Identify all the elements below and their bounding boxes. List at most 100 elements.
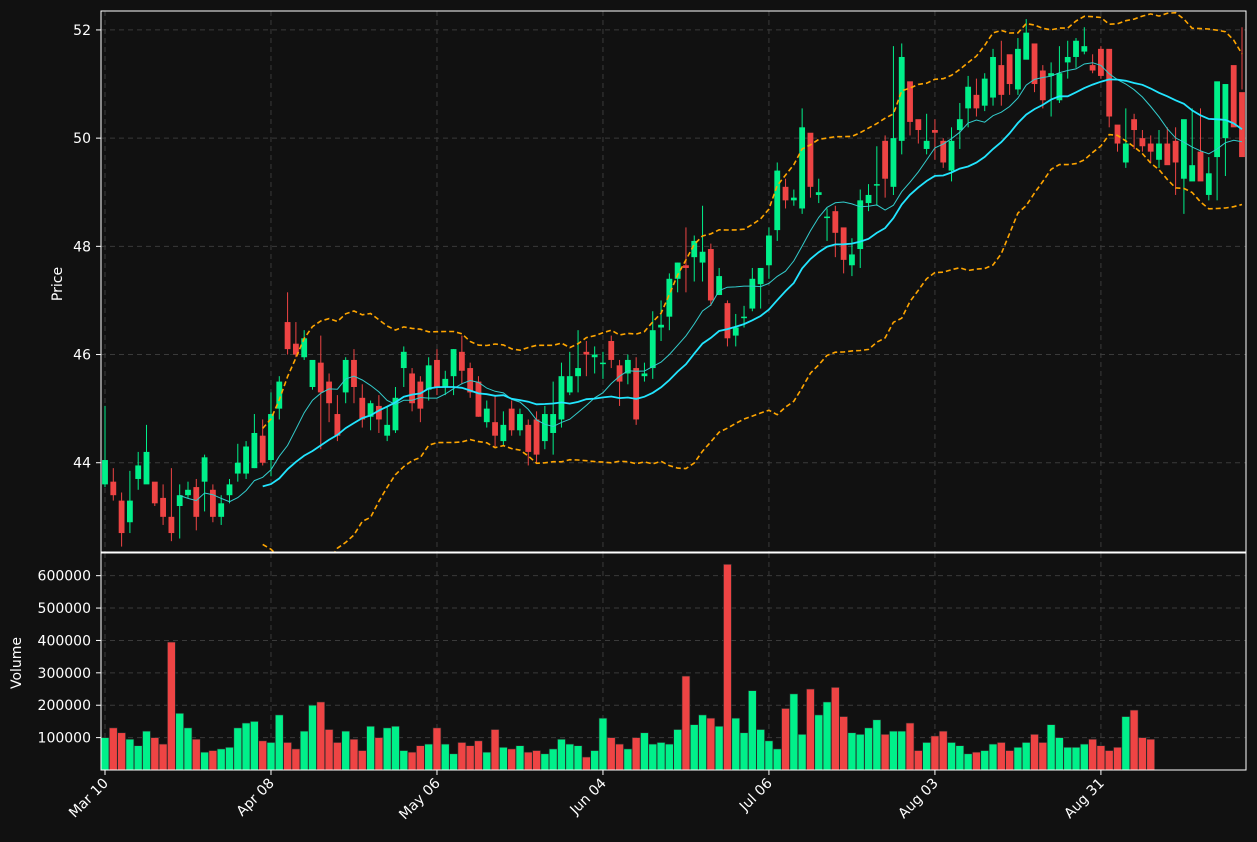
candle-body [948,140,955,171]
volume-bar [1030,734,1039,770]
volume-bar [225,747,234,770]
x-tick-label: Apr 08 [234,776,278,820]
candle-body [1023,32,1030,60]
candle-body [1089,65,1096,71]
candle-body [633,368,640,420]
volume-bar [324,729,334,770]
volume-tick-label: 600000 [38,569,91,585]
volume-bar [963,753,973,770]
candle-body [309,359,316,387]
volume-bar [499,747,508,770]
volume-bar [316,701,326,770]
x-axis: Mar 10 Apr 08 May 06 Jun 04 Jul 06 Aug 03 Aug … [66,770,1108,823]
candle-body [525,424,532,452]
volume-bar [258,740,267,770]
candle-body [541,414,548,442]
candle-body [110,481,117,496]
volume-bar [880,734,890,770]
volume-bar [1055,737,1064,770]
short-moving-average-line [179,62,1243,503]
volume-bar [374,737,384,770]
volume-panel: 100000 200000 300000 400000 500000 600000 [38,552,1247,771]
volume-bar [1129,709,1139,770]
candle-body [284,322,291,350]
volume-bar [407,751,417,770]
candle-body [575,368,581,377]
volume-bar [955,745,965,770]
candle-body [500,424,507,442]
price-tick-label: 46 [73,348,91,364]
volume-bar [905,722,915,770]
volume-bar [565,743,575,770]
volume-bar [889,730,898,770]
volume-bar [532,750,541,770]
candle-body [442,378,449,387]
volume-bar [673,729,682,770]
candle-body [492,422,498,436]
volume-bar [183,727,193,770]
candle-body [384,424,391,436]
volume-bar [1104,750,1114,770]
volume-bar [864,727,873,770]
volume-bar [938,730,948,770]
candle-body [857,200,864,250]
candle-body [475,381,482,417]
volume-bar [291,748,301,770]
candle-body [193,487,200,517]
candle-body [757,267,764,285]
price-axis-title: Price [50,267,66,301]
candle-body [591,354,598,358]
volume-panel-frame [100,552,1247,771]
volume-bar [250,721,259,770]
candle-body [832,211,839,233]
candle-body [342,359,349,393]
volume-tick-label: 400000 [38,633,91,649]
volume-bar [540,753,550,770]
volume-bar [1063,747,1072,770]
candle-body [160,497,166,517]
volume-bar [781,708,790,770]
candle-body [218,503,225,517]
volume-bar [797,734,807,770]
volume-bar [665,743,674,770]
candle-body [1064,56,1071,63]
candle-body [1205,173,1212,195]
candle-body [367,403,374,417]
candle-body [334,414,341,436]
candle-body [749,278,756,309]
candle-body [102,460,108,485]
volume-bar [299,730,309,770]
candle-body [508,408,515,431]
volume-bar [125,738,135,770]
volume-bar [482,751,492,770]
long-moving-average-line [262,78,1243,488]
candle-body [1156,143,1162,160]
candle-body [824,216,830,219]
candle-body [1181,119,1187,179]
volume-bar [216,748,226,770]
candle-body [1081,46,1088,52]
volume-bar [839,716,848,770]
volume-bar [1080,743,1089,770]
bollinger-lower-line [262,133,1243,552]
volume-bar [1005,750,1014,770]
volume-bar [855,734,865,770]
volume-bar [308,704,317,770]
candle-body [135,465,142,479]
candle-body [450,349,457,377]
candle-body [276,381,283,409]
candle-body [317,362,324,393]
volume-bar [914,750,923,770]
candle-body [243,446,249,474]
volume-bar [1138,737,1147,770]
volume-bars [101,564,1155,770]
volume-bar [789,693,799,770]
candle-body [624,359,631,374]
volume-tick-label: 300000 [38,666,91,682]
candle-body [251,432,258,469]
candle-body [458,351,465,371]
volume-bar [175,713,184,770]
volume-bar [142,730,151,770]
candle-body [400,351,407,369]
